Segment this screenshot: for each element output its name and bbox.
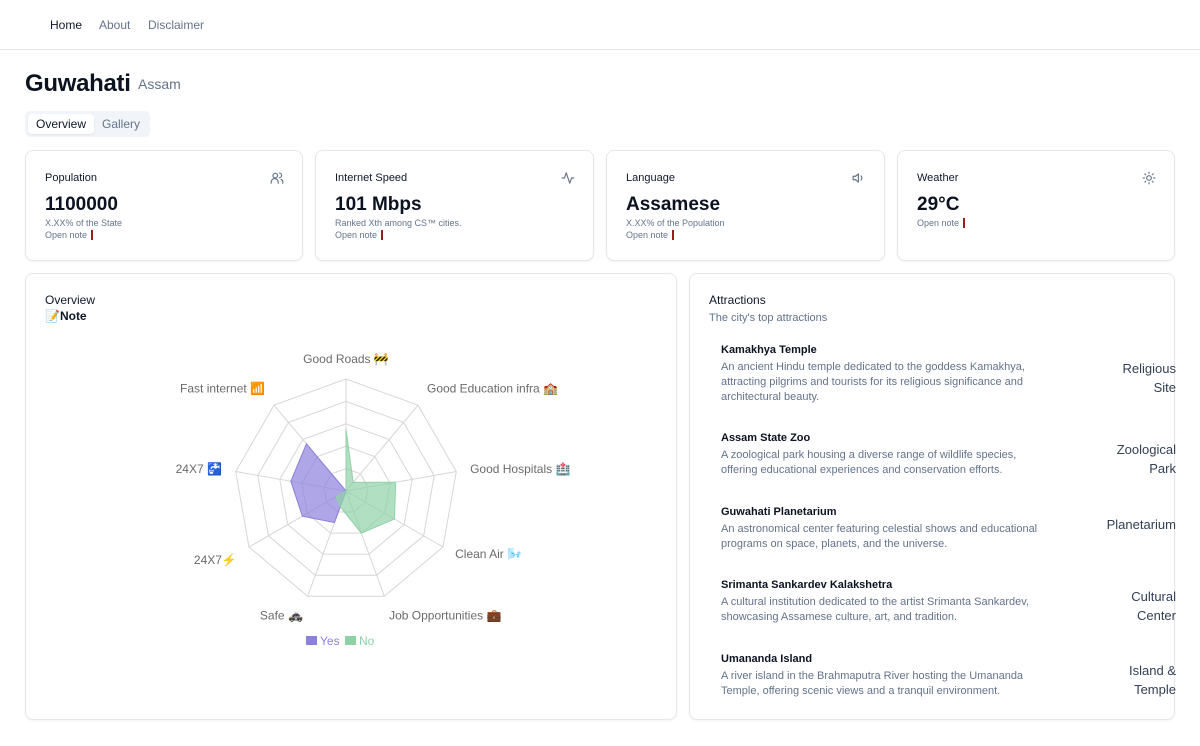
radar-axis-label: 24X7 🚰 bbox=[176, 462, 222, 476]
language-label: Language bbox=[626, 172, 675, 184]
radar-grid-ring bbox=[279, 423, 413, 555]
radar-axis-label: Good Education infra 🏫 bbox=[427, 381, 558, 395]
language-value: Assamese bbox=[626, 194, 721, 215]
attraction-name: Umananda Island bbox=[721, 653, 813, 665]
open-note-label: Open note bbox=[626, 230, 669, 240]
radar-grid-ring bbox=[257, 400, 435, 576]
top-navigation: Home About Disclaimer bbox=[0, 0, 1200, 50]
note-marker bbox=[381, 230, 384, 240]
weather-label: Weather bbox=[917, 172, 959, 184]
attraction-type: Island & Temple bbox=[1129, 663, 1176, 697]
population-card: Population 1100000 X.XX% of the State Op… bbox=[25, 150, 303, 261]
language-subtext: X.XX% of the Population bbox=[626, 218, 725, 228]
language-open-note[interactable]: Open note bbox=[626, 230, 675, 240]
language-card: Language Assamese X.XX% of the Populatio… bbox=[606, 150, 885, 261]
attraction-name: Assam State Zoo bbox=[721, 432, 811, 444]
sun-icon bbox=[1142, 171, 1156, 185]
internet-speed-card: Internet Speed 101 Mbps Ranked Xth among… bbox=[315, 150, 594, 261]
note-marker bbox=[963, 218, 966, 228]
tab-gallery[interactable]: Gallery bbox=[101, 117, 140, 131]
radar-chart: Good Roads 🚧 Good Education infra 🏫 Good H… bbox=[176, 352, 571, 648]
attraction-type: Religious Site bbox=[1122, 361, 1176, 395]
radar-series-yes bbox=[290, 442, 347, 524]
radar-axis-labels: Good Roads 🚧 Good Education infra 🏫 Good H… bbox=[176, 352, 571, 622]
legend-swatch bbox=[345, 636, 356, 645]
attraction-type: Planetarium bbox=[1106, 517, 1176, 532]
speaker-icon bbox=[852, 173, 863, 183]
attraction-item[interactable]: Assam State Zoo A zoological park housin… bbox=[721, 432, 1176, 476]
weather-open-note[interactable]: Open note bbox=[917, 218, 966, 228]
attraction-description: A river island in the Brahmaputra River … bbox=[721, 670, 1024, 697]
population-value: 1100000 bbox=[45, 194, 118, 215]
attractions-card: Attractions The city's top attractions K… bbox=[689, 273, 1176, 720]
radar-axis-label: 24X7⚡ bbox=[194, 553, 237, 567]
legend-label: No bbox=[359, 634, 375, 648]
radar-axis-label: Fast internet 📶 bbox=[180, 381, 265, 395]
attraction-description: A zoological park housing a diverse rang… bbox=[721, 449, 1017, 476]
chart-legend: Yes No bbox=[306, 634, 375, 648]
weather-card: Weather 29°C Open note bbox=[897, 150, 1175, 261]
attraction-type: Cultural Center bbox=[1131, 589, 1176, 623]
weather-value: 29°C bbox=[917, 194, 960, 215]
attraction-type: Zoological Park bbox=[1116, 442, 1176, 476]
radar-axis-label: Safe 🚓 bbox=[260, 608, 303, 622]
internet-speed-value: 101 Mbps bbox=[335, 194, 422, 215]
attractions-title: Attractions bbox=[709, 293, 766, 307]
population-subtext: X.XX% of the State bbox=[45, 218, 123, 228]
nav-home-link[interactable]: Home bbox=[50, 18, 83, 32]
radar-axis-label: Good Roads 🚧 bbox=[303, 352, 389, 366]
radar-series-no bbox=[335, 429, 397, 534]
overview-note-link[interactable]: 📝Note bbox=[45, 309, 87, 323]
attraction-item[interactable]: Kamakhya Temple An ancient Hindu temple … bbox=[721, 344, 1176, 403]
activity-icon bbox=[561, 172, 575, 184]
internet-speed-label: Internet Speed bbox=[335, 172, 408, 184]
attraction-description: An astronomical center featuring celesti… bbox=[721, 523, 1038, 550]
radar-axis-label: Clean Air 🌬️ bbox=[455, 547, 522, 561]
radar-grid-ring bbox=[235, 378, 457, 597]
state-subtitle: Assam bbox=[138, 76, 181, 92]
tab-overview[interactable]: Overview bbox=[28, 114, 94, 134]
attraction-item[interactable]: Umananda Island A river island in the Br… bbox=[721, 653, 1176, 697]
attraction-description: A cultural institution dedicated to the … bbox=[721, 596, 1029, 623]
attraction-name: Kamakhya Temple bbox=[721, 344, 817, 356]
legend-label: Yes bbox=[320, 634, 340, 648]
view-tabs: Overview Gallery bbox=[25, 111, 150, 137]
page-title: Guwahati bbox=[25, 70, 131, 97]
internet-speed-open-note[interactable]: Open note bbox=[335, 230, 384, 240]
radar-axis-label: Good Hospitals 🏥 bbox=[470, 462, 570, 476]
attraction-description: An ancient Hindu temple dedicated to the… bbox=[721, 361, 1025, 403]
attraction-name: Guwahati Planetarium bbox=[721, 506, 837, 518]
radar-spoke bbox=[345, 404, 419, 492]
note-marker bbox=[91, 230, 94, 240]
attraction-item[interactable]: Srimanta Sankardev Kalakshetra A cultura… bbox=[721, 579, 1176, 623]
open-note-label: Open note bbox=[917, 218, 960, 228]
attraction-name: Srimanta Sankardev Kalakshetra bbox=[721, 579, 893, 591]
population-open-note[interactable]: Open note bbox=[45, 230, 94, 240]
radar-axis-label: Job Opportunities 💼 bbox=[389, 608, 501, 622]
users-icon bbox=[270, 172, 284, 184]
radar-series bbox=[290, 429, 397, 534]
nav-about-link[interactable]: About bbox=[99, 18, 131, 32]
nav-disclaimer-link[interactable]: Disclaimer bbox=[148, 18, 205, 32]
internet-speed-subtext: Ranked Xth among CS™ cities. bbox=[335, 218, 462, 228]
legend-swatch bbox=[306, 636, 317, 645]
population-label: Population bbox=[45, 172, 97, 184]
attraction-item[interactable]: Guwahati Planetarium An astronomical cen… bbox=[721, 506, 1176, 550]
open-note-label: Open note bbox=[45, 230, 88, 240]
note-marker bbox=[672, 230, 675, 240]
overview-card: Overview 📝Note Good Roads 🚧 Good Educatio… bbox=[25, 273, 677, 720]
open-note-label: Open note bbox=[335, 230, 378, 240]
attractions-subtitle: The city's top attractions bbox=[709, 312, 828, 324]
overview-title: Overview bbox=[45, 293, 96, 307]
